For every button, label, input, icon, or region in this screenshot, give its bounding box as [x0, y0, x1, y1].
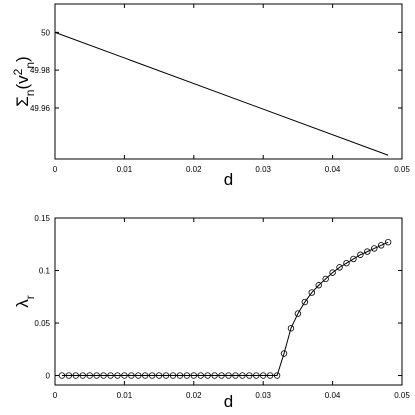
- data-point: [72, 372, 80, 379]
- y-tick-label: 0.15: [34, 214, 50, 223]
- data-point: [183, 372, 191, 379]
- data-point: [280, 350, 288, 357]
- data-point: [308, 289, 315, 296]
- data-point: [287, 325, 295, 332]
- data-point: [384, 238, 392, 246]
- data-point: [204, 372, 211, 379]
- data-point: [350, 255, 357, 263]
- x-tick-label: 0.02: [186, 391, 202, 400]
- data-point: [100, 372, 107, 379]
- y-axis-label: Σn(v2n): [11, 56, 37, 106]
- x-tick-label: 0: [53, 391, 58, 400]
- y-axis-label-part: λ: [13, 299, 32, 308]
- x-tick-label: 0: [53, 165, 58, 174]
- y-axis-label-part: n: [23, 90, 37, 97]
- data-point: [294, 310, 302, 317]
- data-point: [266, 372, 274, 379]
- x-axis-label: d: [224, 392, 233, 411]
- data-point: [336, 264, 343, 271]
- y-tick-label: 0.05: [34, 319, 50, 328]
- data-point: [128, 372, 135, 379]
- y-tick-label: 50: [41, 28, 50, 37]
- y-axis-label-part: Σ: [13, 96, 32, 107]
- y-axis-label-part: ): [13, 56, 32, 62]
- y-axis-label-part: (v: [13, 75, 32, 90]
- data-point: [121, 372, 128, 379]
- y-tick-label: 0.1: [39, 267, 51, 276]
- data-point: [343, 259, 350, 267]
- x-tick-label: 0.04: [325, 391, 341, 400]
- data-point: [135, 372, 142, 379]
- data-line: [54, 31, 389, 156]
- data-point: [218, 372, 225, 379]
- y-tick-label: 49.98: [30, 66, 51, 75]
- chart: 0 0.01 0.02 0.03 0.04 0.05 0 0.05 0.1 0.15 d λr: [13, 214, 410, 411]
- data-point: [155, 372, 163, 379]
- data-point: [364, 248, 371, 255]
- data-point: [107, 372, 114, 379]
- x-tick-label: 0.04: [325, 165, 341, 174]
- data-point: [329, 269, 336, 276]
- y-axis-label-part: r: [23, 295, 37, 299]
- data-point: [377, 242, 385, 249]
- data-point: [211, 372, 218, 379]
- y-axis-label-part: 2: [11, 68, 25, 75]
- data-point: [190, 372, 197, 379]
- data-point: [301, 298, 309, 306]
- x-tick-label: 0.03: [255, 391, 271, 400]
- x-tick-label: 0.03: [255, 165, 271, 174]
- y-tick-label: 49.96: [30, 104, 51, 113]
- data-point: [371, 245, 378, 252]
- y-tick-label: 0: [46, 372, 51, 381]
- x-tick-label: 0.02: [186, 165, 202, 174]
- data-point: [86, 372, 93, 379]
- x-tick-label: 0.05: [394, 391, 410, 400]
- plot-frame: [54, 217, 403, 386]
- data-point: [142, 372, 149, 379]
- y-axis-label: λr: [13, 295, 37, 308]
- data-point: [239, 372, 246, 379]
- data-point: [260, 372, 267, 379]
- data-point: [79, 372, 86, 379]
- x-tick-label: 0.05: [394, 165, 410, 174]
- chart: 0 0.01 0.02 0.03 0.04 0.0549.9649.9850dΣn(v2n…: [11, 3, 410, 189]
- x-tick-label: 0.01: [117, 391, 133, 400]
- data-point: [357, 251, 364, 258]
- data-point: [322, 275, 329, 283]
- plot-frame: [54, 3, 403, 160]
- data-point: [148, 372, 156, 379]
- data-line: [61, 241, 389, 377]
- x-tick-label: 0.01: [117, 165, 133, 174]
- data-point: [58, 372, 66, 379]
- data-point: [162, 372, 170, 379]
- data-point: [176, 372, 184, 379]
- data-point: [197, 372, 204, 379]
- data-point: [114, 372, 121, 379]
- data-point: [93, 372, 100, 379]
- data-point: [273, 372, 281, 379]
- data-point: [246, 372, 253, 379]
- y-axis-label-part: n: [23, 62, 37, 69]
- data-point: [65, 372, 73, 379]
- x-axis-label: d: [224, 170, 233, 189]
- data-point: [253, 372, 260, 379]
- data-point: [169, 372, 177, 379]
- data-point: [315, 282, 322, 289]
- data-point: [232, 372, 239, 379]
- data-point: [225, 372, 232, 379]
